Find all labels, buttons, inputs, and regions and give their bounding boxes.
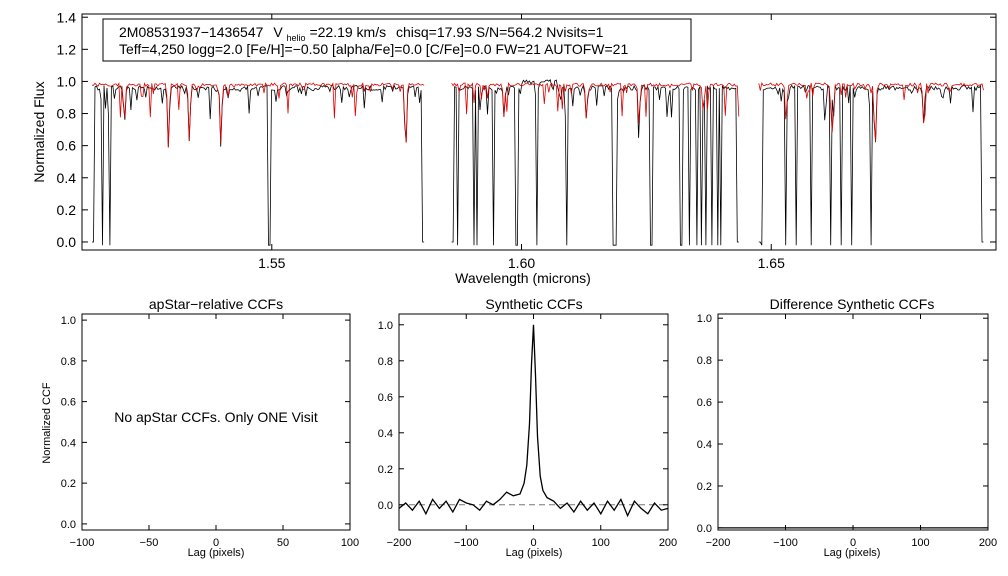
info-line-1: 2M08531937−1436547 V helio =22.19 km/s c… [119, 24, 604, 44]
difference-x-tick-label: −200 [706, 537, 731, 549]
synthetic-y-tick-label: 0.2 [378, 464, 393, 476]
synthetic-ccf-series [398, 324, 669, 518]
spectrum-y-tick-label: 0.6 [57, 138, 77, 154]
model-spectrum-series [91, 81, 984, 148]
synthetic-y-tick-label: 1.0 [378, 320, 393, 332]
synthetic-y-tick-label: 0.0 [378, 500, 393, 512]
difference-y-tick-label: 0.0 [697, 523, 712, 535]
synthetic-y-tick-label: 0.4 [378, 428, 393, 440]
difference-y-tick-label: 0.8 [697, 355, 712, 367]
apstar-x-tick-label: 0 [213, 537, 219, 549]
v-prefix: V [273, 24, 283, 40]
spectrum-y-tick-label: 1.4 [57, 9, 77, 25]
difference-x-tick-label: 200 [979, 537, 997, 549]
synthetic-title: Synthetic CCFs [485, 296, 582, 312]
spectrum-y-tick-label: 0.0 [57, 234, 77, 250]
synthetic-x-axis-label: Lag (pixels) [506, 547, 563, 559]
spectrum-axes: 1.55 1.60 1.65 0.0 0.2 0.4 0.6 0.8 1.0 1.2 1.4 [57, 9, 997, 271]
observed-spectrum-line [451, 79, 739, 246]
spectrum-y-tick-label: 1.0 [57, 73, 77, 89]
synthetic-y-tick-label: 0.6 [378, 392, 393, 404]
difference-x-tick-label: −100 [773, 537, 798, 549]
difference-x-tick-label: 0 [850, 537, 856, 549]
spectrum-y-tick-label: 1.2 [57, 41, 77, 57]
apstar-x-tick-label: 100 [341, 537, 359, 549]
observed-spectrum-series [92, 79, 984, 246]
apstar-title: apStar−relative CCFs [149, 296, 283, 312]
synthetic-x-tick-label: 200 [659, 537, 677, 549]
synthetic-ccf-line [398, 324, 669, 518]
spectrum-y-tick-label: 0.8 [57, 106, 77, 122]
model-spectrum-line [451, 81, 740, 124]
synthetic-ccf-panel: −200 −100 0 100 200 0.0 0.2 0.4 0.6 0.8 1.0 Synthe… [378, 296, 677, 559]
synthetic-plot-frame [398, 313, 669, 531]
synthetic-axes: −200 −100 0 100 200 0.0 0.2 0.4 0.6 0.8 1.0 [378, 313, 677, 549]
star-id: 2M08531937−1436547 [119, 24, 264, 40]
spectrum-y-tick-label: 0.4 [57, 170, 77, 186]
spectrum-panel: 1.55 1.60 1.65 0.0 0.2 0.4 0.6 0.8 1.0 1.2 1.4 2M0… [31, 9, 997, 286]
v-subscript: helio [287, 33, 306, 43]
apstar-x-axis-label: Lag (pixels) [188, 547, 245, 559]
apstar-x-tick-label: −100 [70, 537, 95, 549]
apstar-ccf-panel: −100 −50 0 50 100 0.0 0.2 0.4 0.6 0.8 1.0 apStar−r… [41, 296, 359, 559]
difference-y-tick-label: 1.0 [697, 313, 712, 325]
info-box [102, 18, 692, 62]
difference-title: Difference Synthetic CCFs [770, 296, 935, 312]
difference-x-axis-label: Lag (pixels) [824, 547, 881, 559]
apstar-no-data-message: No apStar CCFs. Only ONE Visit [114, 409, 318, 425]
apstar-y-tick-label: 1.0 [61, 315, 76, 327]
model-spectrum-line [91, 82, 425, 148]
synthetic-x-tick-label: −200 [387, 537, 412, 549]
spectrum-x-tick-label: 1.65 [758, 255, 785, 271]
fit-stats: chisq=17.93 S/N=564.2 Nvisits=1 [396, 24, 604, 40]
apstar-x-tick-label: −50 [140, 537, 159, 549]
synthetic-x-tick-label: −100 [454, 537, 479, 549]
synthetic-x-tick-label: 0 [530, 537, 536, 549]
v-helio-value: =22.19 km/s [309, 24, 386, 40]
spectrum-x-axis-label: Wavelength (microns) [455, 270, 591, 286]
spectrum-x-tick-label: 1.55 [258, 255, 285, 271]
spectrum-x-tick-label: 1.60 [508, 255, 535, 271]
spectrum-y-axis-label: Normalized Flux [31, 81, 47, 182]
apstar-y-tick-label: 0.0 [61, 519, 76, 531]
spectrum-plot-frame [81, 13, 997, 251]
synthetic-y-tick-label: 0.8 [378, 356, 393, 368]
difference-y-tick-label: 0.2 [697, 481, 712, 493]
synthetic-x-tick-label: 100 [592, 537, 610, 549]
apstar-y-tick-label: 0.4 [61, 437, 76, 449]
apstar-y-tick-label: 0.6 [61, 397, 76, 409]
difference-y-tick-label: 0.6 [697, 397, 712, 409]
apstar-y-tick-label: 0.8 [61, 356, 76, 368]
observed-spectrum-line [758, 84, 984, 246]
difference-ccf-panel: −200 −100 0 100 200 0.0 0.2 0.4 0.6 0.8 1.0 Differ… [697, 296, 997, 559]
difference-y-tick-label: 0.4 [697, 439, 712, 451]
observed-spectrum-line [92, 84, 425, 246]
apstar-axes: −100 −50 0 50 100 0.0 0.2 0.4 0.6 0.8 1.0 [61, 313, 359, 549]
difference-axes: −200 −100 0 100 200 0.0 0.2 0.4 0.6 0.8 1.0 [697, 313, 997, 549]
spectrum-y-tick-label: 0.2 [57, 202, 77, 218]
info-line-2: Teff=4,250 logg=2.0 [Fe/H]=−0.50 [alpha/… [119, 41, 628, 57]
difference-x-tick-label: 100 [911, 537, 929, 549]
model-spectrum-line [758, 82, 984, 142]
apstar-x-tick-label: 50 [277, 537, 289, 549]
apstar-y-tick-label: 0.2 [61, 478, 76, 490]
apstar-y-axis-label: Normalized CCF [41, 382, 53, 464]
difference-plot-frame [717, 313, 989, 531]
